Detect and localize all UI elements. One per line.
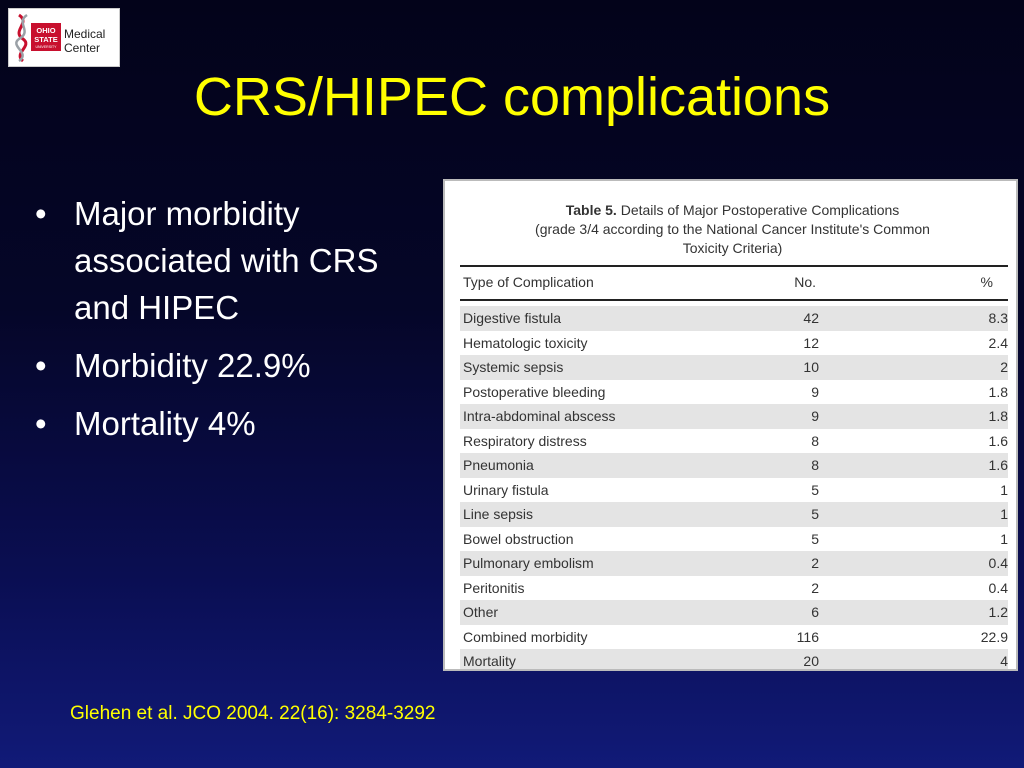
bullet-icon: • <box>35 342 47 389</box>
cell-type: Systemic sepsis <box>463 355 563 380</box>
cell-no: 20 <box>803 649 819 671</box>
cell-type: Mortality <box>463 649 516 671</box>
table-caption-label: Table 5. <box>566 202 617 218</box>
bullet-list: • Major morbidity associated with CRS an… <box>30 190 442 458</box>
svg-text:OHIO: OHIO <box>36 26 55 35</box>
cell-no: 8 <box>811 429 819 454</box>
table-row: Pulmonary embolism 2 0.4 <box>460 551 1008 576</box>
cell-pct: 1.8 <box>989 380 1008 405</box>
cell-pct: 1 <box>1000 527 1008 552</box>
table-row: Hematologic toxicity 12 2.4 <box>460 331 1008 356</box>
cell-pct: 1.8 <box>989 404 1008 429</box>
table-caption-title: Details of Major Postoperative Complicat… <box>621 202 900 218</box>
citation: Glehen et al. JCO 2004. 22(16): 3284-329… <box>70 702 435 726</box>
cell-pct: 1.6 <box>989 453 1008 478</box>
table-caption: Table 5. Details of Major Postoperative … <box>445 201 1018 258</box>
table-header-rule <box>460 299 1008 301</box>
cell-no: 10 <box>803 355 819 380</box>
table-row: Other 6 1.2 <box>460 600 1008 625</box>
cell-no: 5 <box>811 478 819 503</box>
bullet-text: Mortality 4% <box>74 405 256 442</box>
svg-text:UNIVERSITY: UNIVERSITY <box>35 45 57 49</box>
svg-text:Medical: Medical <box>64 27 105 41</box>
cell-pct: 0.4 <box>989 576 1008 601</box>
cell-pct: 4 <box>1000 649 1008 671</box>
cell-type: Urinary fistula <box>463 478 549 503</box>
cell-pct: 0.4 <box>989 551 1008 576</box>
table-caption-line-2: (grade 3/4 according to the National Can… <box>445 220 1018 239</box>
cell-pct: 1.6 <box>989 429 1008 454</box>
cell-type: Intra-abdominal abscess <box>463 404 616 429</box>
cell-type: Postoperative bleeding <box>463 380 605 405</box>
table-row: Line sepsis 5 1 <box>460 502 1008 527</box>
cell-type: Combined morbidity <box>463 625 588 650</box>
table-body: Digestive fistula 42 8.3 Hematologic toxici… <box>460 306 1008 671</box>
cell-pct: 2 <box>1000 355 1008 380</box>
table-row: Pneumonia 8 1.6 <box>460 453 1008 478</box>
cell-no: 8 <box>811 453 819 478</box>
table-row: Systemic sepsis 10 2 <box>460 355 1008 380</box>
column-header-pct: % <box>981 273 993 291</box>
cell-type: Digestive fistula <box>463 306 561 331</box>
cell-type: Pneumonia <box>463 453 534 478</box>
svg-text:Center: Center <box>64 41 100 55</box>
cell-pct: 1.2 <box>989 600 1008 625</box>
table-row: Digestive fistula 42 8.3 <box>460 306 1008 331</box>
cell-type: Line sepsis <box>463 502 533 527</box>
cell-type: Pulmonary embolism <box>463 551 594 576</box>
cell-type: Other <box>463 600 498 625</box>
cell-type: Bowel obstruction <box>463 527 574 552</box>
svg-text:STATE: STATE <box>34 35 57 44</box>
cell-no: 116 <box>797 625 819 650</box>
cell-pct: 22.9 <box>981 625 1008 650</box>
table-row: Urinary fistula 5 1 <box>460 478 1008 503</box>
ohio-state-medical-center-logo: OHIO STATE UNIVERSITY Medical Center <box>8 8 120 67</box>
bullet-item: • Mortality 4% <box>30 400 442 447</box>
table-row: Intra-abdominal abscess 9 1.8 <box>460 404 1008 429</box>
complications-table-image: Table 5. Details of Major Postoperative … <box>443 179 1018 671</box>
column-header-type: Type of Complication <box>463 273 594 291</box>
bullet-item: • Major morbidity associated with CRS an… <box>30 190 442 331</box>
cell-no: 42 <box>803 306 819 331</box>
cell-pct: 2.4 <box>989 331 1008 356</box>
cell-type: Respiratory distress <box>463 429 587 454</box>
cell-no: 5 <box>811 502 819 527</box>
cell-pct: 1 <box>1000 478 1008 503</box>
cell-pct: 1 <box>1000 502 1008 527</box>
cell-type: Hematologic toxicity <box>463 331 588 356</box>
table-row: Mortality 20 4 <box>460 649 1008 671</box>
cell-no: 9 <box>811 380 819 405</box>
cell-pct: 8.3 <box>989 306 1008 331</box>
cell-no: 6 <box>811 600 819 625</box>
cell-no: 9 <box>811 404 819 429</box>
cell-no: 2 <box>811 551 819 576</box>
cell-type: Peritonitis <box>463 576 524 601</box>
column-header-no: No. <box>794 273 816 291</box>
table-row: Bowel obstruction 5 1 <box>460 527 1008 552</box>
ohio-state-logo-graphic: OHIO STATE UNIVERSITY Medical Center <box>9 9 119 66</box>
bullet-item: • Morbidity 22.9% <box>30 342 442 389</box>
table-row: Respiratory distress 8 1.6 <box>460 429 1008 454</box>
table-row: Postoperative bleeding 9 1.8 <box>460 380 1008 405</box>
bullet-text: Major morbidity associated with CRS and … <box>74 195 378 326</box>
cell-no: 12 <box>803 331 819 356</box>
table-caption-line-3: Toxicity Criteria) <box>445 239 1018 258</box>
bullet-icon: • <box>35 190 47 237</box>
slide-title: CRS/HIPEC complications <box>0 62 1024 132</box>
table-caption-line-1: Table 5. Details of Major Postoperative … <box>445 201 1018 220</box>
table-row: Combined morbidity 116 22.9 <box>460 625 1008 650</box>
bullet-text: Morbidity 22.9% <box>74 347 311 384</box>
bullet-icon: • <box>35 400 47 447</box>
cell-no: 5 <box>811 527 819 552</box>
cell-no: 2 <box>811 576 819 601</box>
table-top-rule <box>460 265 1008 267</box>
table-row: Peritonitis 2 0.4 <box>460 576 1008 601</box>
